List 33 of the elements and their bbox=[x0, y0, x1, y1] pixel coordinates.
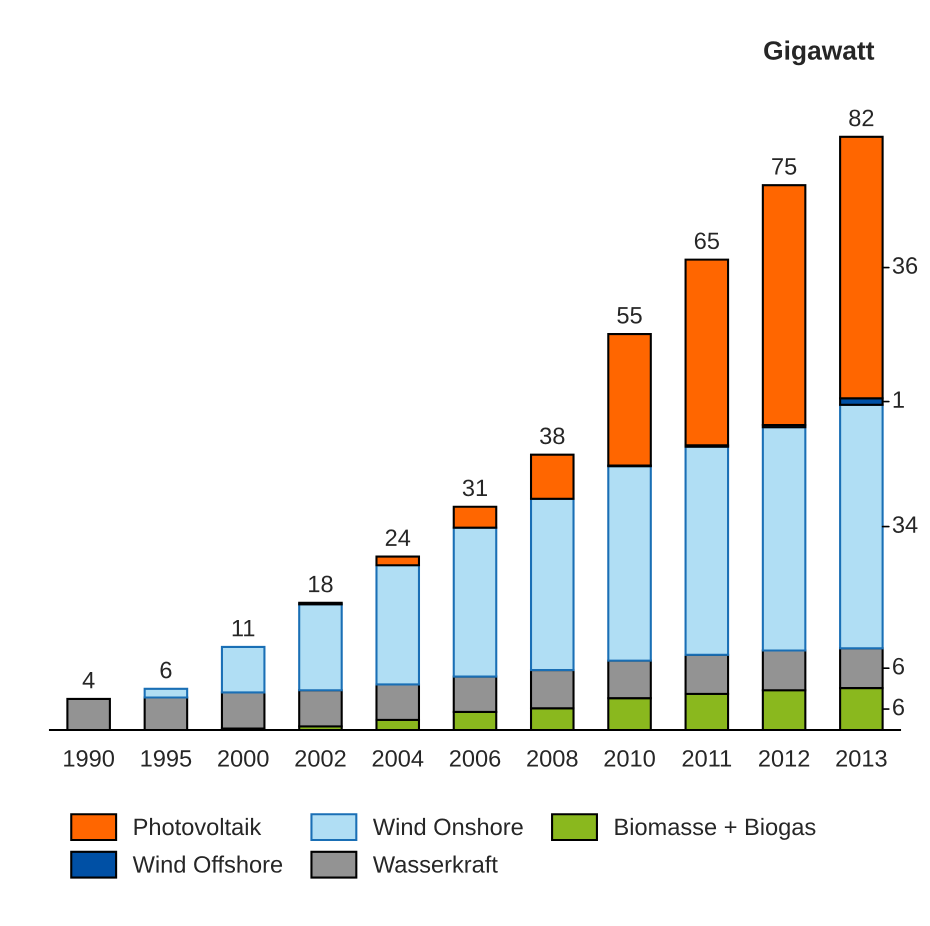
total-label: 38 bbox=[540, 428, 564, 444]
x-tick-label: 2008 bbox=[527, 750, 578, 767]
x-tick-label: 2004 bbox=[372, 750, 424, 767]
data-label: 1 bbox=[894, 391, 904, 408]
total-label: 24 bbox=[386, 529, 410, 546]
total-label: 31 bbox=[462, 480, 487, 496]
total-label: 65 bbox=[694, 232, 719, 250]
total-label: 4 bbox=[82, 672, 95, 688]
legend-label: Wasserkraft bbox=[372, 855, 498, 873]
data-label: 6 bbox=[893, 698, 904, 716]
x-tick-label: 2010 bbox=[604, 750, 655, 767]
x-tick-label: 2000 bbox=[218, 750, 269, 767]
data-label: 34 bbox=[892, 516, 918, 533]
x-tick-label: 2006 bbox=[450, 750, 500, 767]
total-label: 75 bbox=[772, 158, 796, 175]
x-tick-label: 1995 bbox=[141, 750, 192, 767]
legend-label: Biomasse + Biogas bbox=[615, 818, 816, 840]
x-tick-label: 2013 bbox=[836, 750, 887, 767]
legend-label: Wind Onshore bbox=[372, 818, 523, 836]
x-tick-label: 2012 bbox=[759, 750, 810, 767]
chart-title: Gigawatt bbox=[764, 40, 874, 66]
total-label: 55 bbox=[617, 307, 642, 324]
legend-label: Photovoltaik bbox=[134, 818, 262, 836]
total-label: 82 bbox=[849, 110, 874, 126]
x-tick-label: 2011 bbox=[682, 750, 732, 767]
x-tick-label: 1990 bbox=[64, 750, 114, 767]
data-label: 6 bbox=[893, 658, 904, 675]
legend-label: Wind Offshore bbox=[132, 855, 282, 873]
total-label: 6 bbox=[160, 662, 172, 678]
total-label: 18 bbox=[309, 576, 333, 592]
data-label: 36 bbox=[892, 257, 918, 274]
total-label: 11 bbox=[232, 620, 254, 636]
x-tick-label: 2002 bbox=[295, 750, 346, 767]
